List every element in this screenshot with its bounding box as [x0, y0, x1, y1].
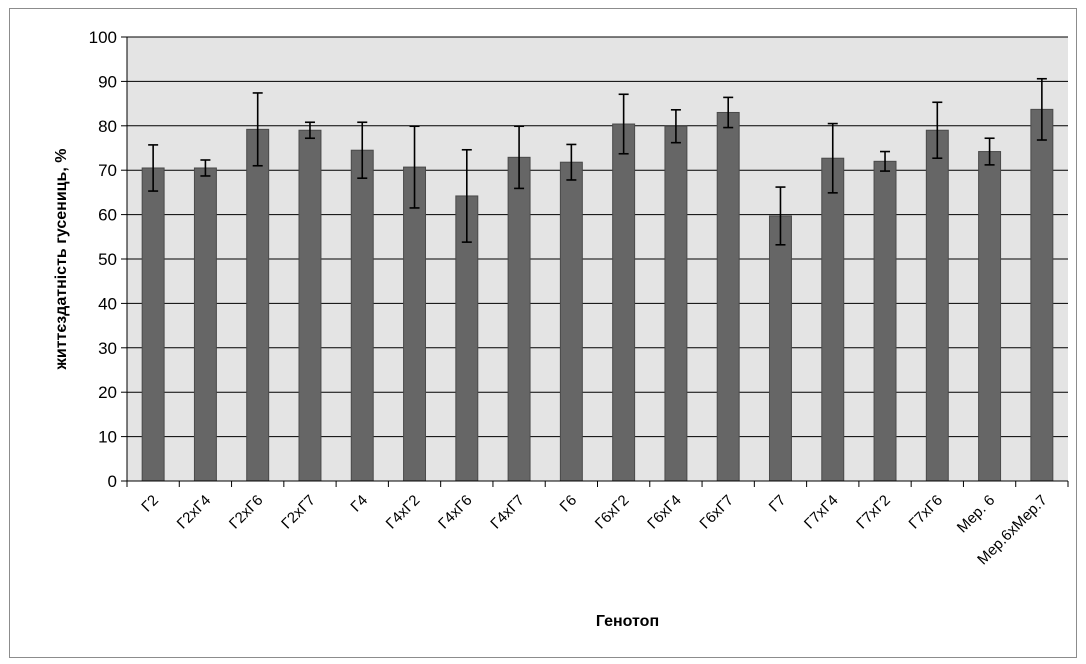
- bar: [925, 129, 949, 482]
- x-tick-label: Г2хГ6: [226, 492, 267, 533]
- bar: [821, 157, 845, 482]
- error-bars: [148, 77, 1047, 246]
- bar: [1030, 108, 1054, 482]
- error-bar: [827, 122, 838, 194]
- error-bar: [932, 101, 943, 160]
- x-tick-label: Г7хГ4: [801, 492, 842, 533]
- x-tick-label: Г4: [347, 492, 371, 516]
- bar: [612, 123, 636, 482]
- error-bar: [252, 92, 263, 167]
- y-tick-label: 20: [98, 383, 117, 402]
- x-tick-label: Г4хГ6: [435, 492, 476, 533]
- bar: [246, 128, 270, 482]
- x-tick-label: Г6хГ4: [644, 492, 685, 533]
- bar: [978, 151, 1002, 482]
- x-tick-label: Г4хГ7: [487, 492, 528, 533]
- y-tick-label: 30: [98, 339, 117, 358]
- y-tick-label: 60: [98, 206, 117, 225]
- x-tick-label: Г7хГ2: [853, 492, 894, 533]
- bar: [298, 129, 322, 482]
- chart-frame: 0 10 20 30 40 50 60 70 80 90 100 Г2 Г2хГ4 Г2хГ6 Г2хГ7…: [9, 8, 1077, 658]
- error-bar: [461, 148, 472, 243]
- error-bar: [566, 143, 577, 181]
- error-bar: [148, 144, 159, 192]
- y-axis-title: життєздатність гусениць, %: [53, 149, 70, 371]
- error-bar: [514, 125, 525, 190]
- axes: [121, 36, 1069, 487]
- error-bar: [618, 93, 629, 155]
- error-bar: [775, 186, 786, 246]
- error-bar: [880, 150, 891, 172]
- bar-chart: 0 10 20 30 40 50 60 70 80 90 100 Г2 Г2хГ4 Г2хГ6 Г2хГ7…: [53, 28, 1069, 630]
- y-tick-label: 0: [108, 472, 117, 491]
- error-bar: [409, 125, 420, 209]
- x-tick-label: Г7: [766, 492, 790, 516]
- bar: [193, 167, 217, 482]
- error-bar: [357, 121, 368, 179]
- x-tick-label: Г7хГ6: [906, 492, 947, 533]
- x-tick-label: Г4хГ2: [383, 492, 424, 533]
- error-bar: [200, 159, 211, 177]
- error-bar: [984, 137, 995, 166]
- bar: [350, 149, 374, 482]
- x-tick-label: Г6хГ7: [696, 492, 737, 533]
- x-tick-label: Г2: [138, 492, 162, 516]
- y-tick-label: 50: [98, 250, 117, 269]
- error-bar: [304, 121, 315, 140]
- x-tick-label: Г6: [557, 492, 581, 516]
- bar: [664, 125, 688, 482]
- y-tick-label: 100: [89, 28, 117, 47]
- bar: [403, 166, 427, 482]
- error-bar: [723, 96, 734, 129]
- grid-lines: [127, 36, 1068, 438]
- bar: [716, 111, 740, 482]
- x-tick-label: Мер. 6: [954, 492, 999, 537]
- bar: [141, 167, 165, 482]
- bar: [873, 160, 897, 482]
- x-tick-label: Г2хГ7: [278, 492, 319, 533]
- x-tick-labels: Г2 Г2хГ4 Г2хГ6 Г2хГ7 Г4 Г4хГ2 Г4хГ6 Г4хГ7 Г6 Г6хГ…: [138, 492, 1050, 569]
- y-tick-label: 70: [98, 161, 117, 180]
- y-tick-labels: 0 10 20 30 40 50 60 70 80 90 100: [89, 28, 117, 491]
- bar: [507, 156, 531, 482]
- error-bar: [1036, 77, 1047, 141]
- x-axis-title: Генотоп: [596, 613, 659, 630]
- x-tick-label: Г6хГ2: [592, 492, 633, 533]
- y-tick-label: 10: [98, 428, 117, 447]
- error-bar: [670, 109, 681, 144]
- bar: [559, 161, 583, 482]
- x-tick-label: Г2хГ4: [174, 492, 215, 533]
- bars: [141, 108, 1054, 482]
- bar: [768, 215, 792, 482]
- y-tick-label: 80: [98, 117, 117, 136]
- y-tick-label: 90: [98, 72, 117, 91]
- y-tick-label: 40: [98, 294, 117, 313]
